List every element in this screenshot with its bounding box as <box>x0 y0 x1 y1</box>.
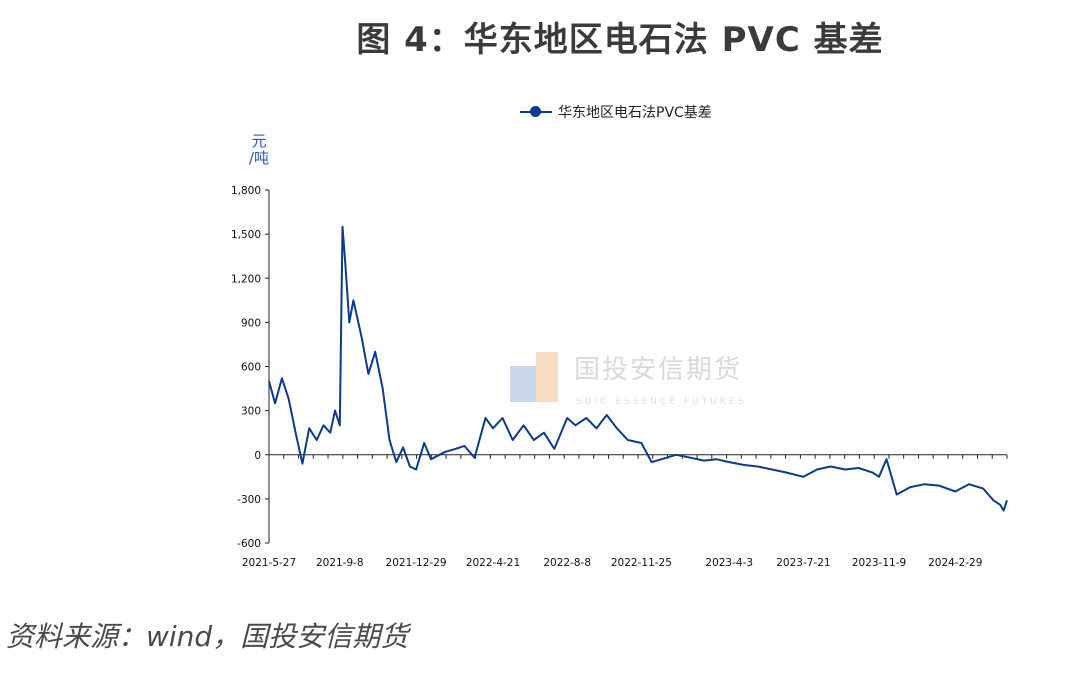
y-tick-label: 1,800 <box>231 185 261 197</box>
y-tick-label: 0 <box>254 450 261 462</box>
x-tick-label: 2022-4-21 <box>466 557 520 569</box>
y-axis-unit: 元/吨 <box>248 132 270 167</box>
y-tick-label: -600 <box>237 538 261 550</box>
x-tick-label: 2023-11-9 <box>852 557 906 569</box>
figure-title: 图 4：华东地区电石法 PVC 基差 <box>356 20 884 60</box>
y-tick-label: 600 <box>241 362 261 374</box>
watermark-text-cn: 国投安信期货 <box>574 355 742 385</box>
source-note: 资料来源：wind，国投安信期货 <box>6 620 409 653</box>
y-tick-label: 900 <box>241 317 261 329</box>
x-tick-label: 2023-4-3 <box>705 557 753 569</box>
x-tick-label: 2022-8-8 <box>543 557 591 569</box>
y-tick-label: 1,500 <box>231 229 261 241</box>
y-tick-label: 300 <box>241 406 261 418</box>
watermark: 国投安信期货 SDIC ESSENCE FUTURES <box>510 352 746 407</box>
x-tick-label: 2021-9-8 <box>316 557 364 569</box>
axes: -600 -300 0 300 600 900 1,200 1,500 1,800 2021-5-… <box>231 185 1008 569</box>
y-tick-label: -300 <box>237 494 261 506</box>
x-tick-label: 2024-2-29 <box>928 557 982 569</box>
watermark-logo-left <box>510 366 536 402</box>
x-tick-label: 2021-12-29 <box>386 557 447 569</box>
watermark-logo-right <box>536 352 558 402</box>
series-line <box>268 225 1008 512</box>
series-layer <box>268 225 1008 512</box>
y-tick-label: 1,200 <box>231 273 261 285</box>
watermark-text-en: SDIC ESSENCE FUTURES <box>576 397 746 407</box>
x-tick-label: 2022-11-25 <box>611 557 672 569</box>
legend-label: 华东地区电石法PVC基差 <box>558 105 712 121</box>
x-tick-label: 2023-7-21 <box>776 557 830 569</box>
x-tick-label: 2021-5-27 <box>242 557 296 569</box>
legend-line-marker <box>520 105 552 119</box>
chart-legend: 华东地区电石法PVC基差 <box>520 102 712 122</box>
